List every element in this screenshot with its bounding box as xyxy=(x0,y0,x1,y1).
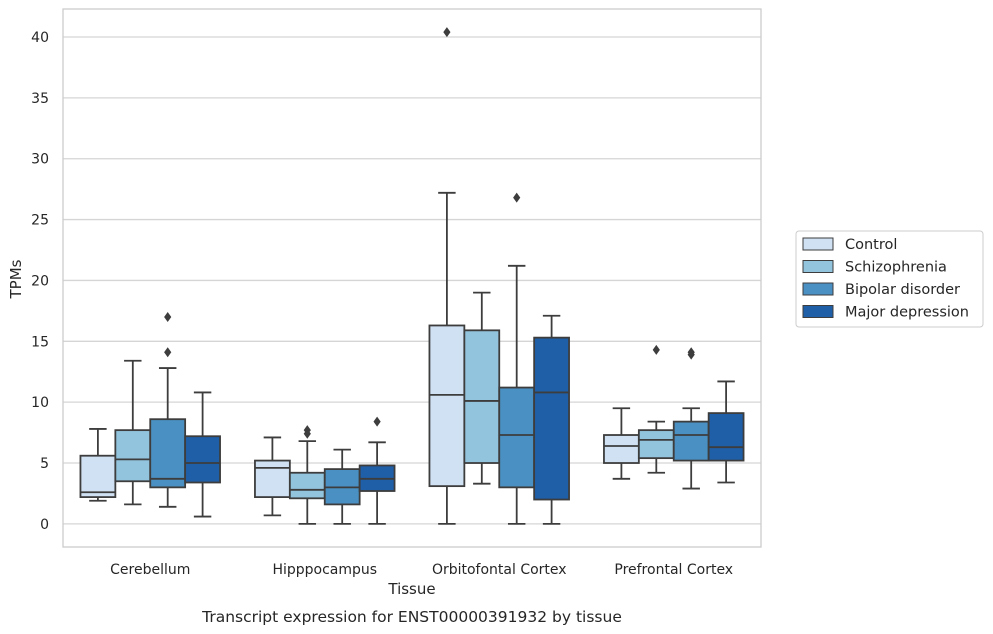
legend-label-schizophrenia: Schizophrenia xyxy=(845,260,947,276)
legend-frame xyxy=(795,230,984,328)
x-axis-title: Tissue xyxy=(387,580,435,598)
box-prefrontal-cortex-bipolar-disorder xyxy=(672,347,710,490)
box-cerebellum-bipolar-disorder xyxy=(149,311,187,508)
legend-item-control: Control xyxy=(802,237,897,253)
box-body-hipppocampus-schizophrenia xyxy=(288,471,326,500)
outlier-prefrontal-cortex-bipolar-disorder-1 xyxy=(687,347,695,358)
box-orbitofontal-cortex-major-depression xyxy=(533,314,570,525)
legend-label-control: Control xyxy=(845,237,897,253)
outlier-orbitofontal-cortex-bipolar-disorder-0 xyxy=(513,192,521,203)
legend-item-major-depression: Major depression xyxy=(802,305,969,321)
legend-item-bipolar-disorder: Bipolar disorder xyxy=(802,282,960,298)
box-cerebellum-major-depression xyxy=(184,391,221,518)
x-tick-label-hipppocampus: Hipppocampus xyxy=(272,562,377,578)
outlier-cerebellum-bipolar-disorder-0 xyxy=(164,347,172,358)
box-body-cerebellum-control xyxy=(79,454,117,498)
x-tick-labels: Cerebellum Hipppocampus Orbitofontal Corte… xyxy=(110,562,733,578)
y-tick-label-30: 30 xyxy=(31,152,49,168)
box-orbitofontal-cortex-control xyxy=(428,27,466,525)
y-tick-labels: 0 5 10 15 20 25 30 35 40 xyxy=(31,30,49,533)
box-body-cerebellum-bipolar-disorder xyxy=(149,418,187,489)
box-body-prefrontal-cortex-major-depression xyxy=(707,412,745,462)
y-tick-label-40: 40 xyxy=(31,30,49,46)
legend: Control Schizophrenia Bipolar disorder Majo… xyxy=(795,230,984,328)
box-prefrontal-cortex-schizophrenia xyxy=(637,344,675,474)
box-hipppocampus-bipolar-disorder xyxy=(323,448,361,525)
y-tick-label-35: 35 xyxy=(31,91,49,107)
legend-swatch-control xyxy=(802,237,834,251)
box-prefrontal-cortex-major-depression xyxy=(707,380,745,484)
legend-label-bipolar-disorder: Bipolar disorder xyxy=(845,282,960,298)
x-tick-label-prefrontal-cortex: Prefrontal Cortex xyxy=(614,562,733,578)
plot-frame xyxy=(62,8,762,548)
box-orbitofontal-cortex-bipolar-disorder xyxy=(498,192,536,525)
box-body-orbitofontal-cortex-bipolar-disorder xyxy=(498,386,536,489)
y-tick-label-15: 15 xyxy=(31,334,49,350)
y-tick-label-25: 25 xyxy=(31,213,49,229)
y-tick-label-20: 20 xyxy=(31,273,49,289)
box-hipppocampus-schizophrenia xyxy=(288,425,326,525)
box-cerebellum-control xyxy=(79,428,117,502)
legend-swatch-schizophrenia xyxy=(802,260,834,273)
box-body-cerebellum-schizophrenia xyxy=(114,429,152,483)
box-body-hipppocampus-control xyxy=(254,459,291,498)
box-body-prefrontal-cortex-bipolar-disorder xyxy=(672,420,710,462)
y-tick-label-10: 10 xyxy=(31,395,49,411)
chart-caption: Transcript expression for ENST0000039193… xyxy=(201,608,622,626)
box-hipppocampus-control xyxy=(254,436,291,517)
box-hipppocampus-major-depression xyxy=(358,416,396,525)
outlier-orbitofontal-cortex-control-0 xyxy=(443,27,451,38)
box-body-prefrontal-cortex-schizophrenia xyxy=(637,429,675,460)
box-cerebellum-schizophrenia xyxy=(114,359,152,506)
outlier-hipppocampus-major-depression-0 xyxy=(373,416,381,427)
x-tick-label-orbitofontal-cortex: Orbitofontal Cortex xyxy=(432,562,567,578)
box-body-cerebellum-major-depression xyxy=(184,435,221,484)
box-body-orbitofontal-cortex-schizophrenia xyxy=(463,329,501,464)
y-tick-label-0: 0 xyxy=(40,517,49,533)
box-body-orbitofontal-cortex-major-depression xyxy=(533,336,570,501)
legend-swatch-major-depression xyxy=(802,305,834,318)
y-axis-title: TPMs xyxy=(7,259,25,299)
box-body-orbitofontal-cortex-control xyxy=(428,324,466,488)
legend-item-schizophrenia: Schizophrenia xyxy=(802,260,947,276)
legend-swatch-bipolar-disorder xyxy=(802,282,834,296)
box-groups xyxy=(79,27,745,525)
y-tick-label-5: 5 xyxy=(40,456,49,472)
box-prefrontal-cortex-control xyxy=(603,407,640,480)
legend-label-major-depression: Major depression xyxy=(845,305,969,321)
outlier-prefrontal-cortex-schizophrenia-0 xyxy=(652,344,660,355)
box-body-prefrontal-cortex-control xyxy=(603,434,640,464)
outlier-hipppocampus-schizophrenia-1 xyxy=(303,425,311,436)
box-orbitofontal-cortex-schizophrenia xyxy=(463,291,501,485)
outlier-cerebellum-bipolar-disorder-1 xyxy=(164,311,172,322)
x-tick-label-cerebellum: Cerebellum xyxy=(110,562,190,578)
